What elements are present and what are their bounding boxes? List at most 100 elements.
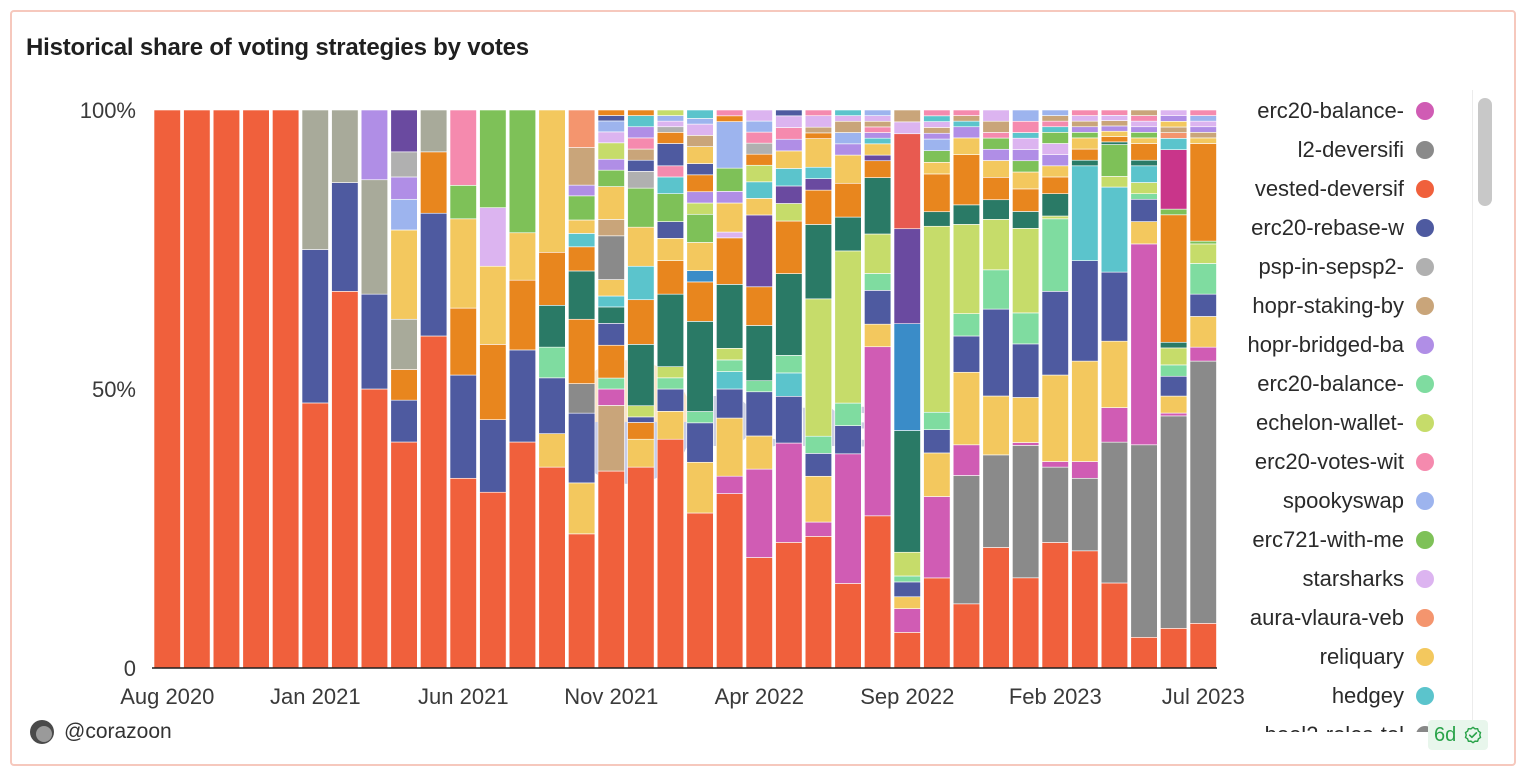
- bar-2021-06[interactable]: [449, 109, 477, 669]
- bar-segment[interactable]: [686, 281, 714, 322]
- bar-segment[interactable]: [1071, 115, 1099, 122]
- bar-segment[interactable]: [508, 349, 537, 443]
- bar-segment[interactable]: [1130, 143, 1158, 161]
- bar-segment[interactable]: [1012, 228, 1040, 314]
- bar-segment[interactable]: [627, 126, 655, 139]
- legend-item[interactable]: vested-deversif: [1212, 176, 1452, 202]
- bar-2021-05[interactable]: [420, 109, 448, 669]
- bar-segment[interactable]: [538, 433, 566, 468]
- bar-segment[interactable]: [1189, 263, 1217, 295]
- bar-segment[interactable]: [834, 120, 862, 133]
- freshness-badge[interactable]: 6d: [1428, 720, 1489, 750]
- bar-segment[interactable]: [804, 224, 833, 300]
- bar-segment[interactable]: [390, 176, 418, 200]
- bar-segment[interactable]: [745, 380, 773, 393]
- bar-segment[interactable]: [864, 515, 892, 669]
- bar-segment[interactable]: [834, 109, 862, 116]
- bar-segment[interactable]: [893, 608, 921, 633]
- bar-segment[interactable]: [686, 191, 714, 204]
- bar-segment[interactable]: [1041, 466, 1069, 543]
- bar-segment[interactable]: [923, 162, 951, 175]
- bar-segment[interactable]: [1100, 115, 1128, 121]
- legend-scrollbar-track[interactable]: [1472, 90, 1497, 730]
- bar-2021-02[interactable]: [331, 109, 359, 669]
- bar-2021-07[interactable]: [479, 109, 507, 669]
- bar-segment[interactable]: [656, 143, 685, 167]
- bar-segment[interactable]: [538, 304, 566, 348]
- bar-segment[interactable]: [360, 388, 389, 669]
- bar-segment[interactable]: [716, 417, 744, 477]
- bar-segment[interactable]: [686, 163, 714, 176]
- bar-segment[interactable]: [597, 279, 625, 297]
- legend-item[interactable]: aura-vlaura-veb: [1212, 605, 1452, 631]
- bar-2023-02[interactable]: [1041, 109, 1069, 669]
- bar-segment[interactable]: [982, 120, 1010, 133]
- bar-segment[interactable]: [982, 137, 1010, 150]
- bar-segment[interactable]: [864, 109, 892, 116]
- bar-segment[interactable]: [982, 199, 1010, 220]
- bar-segment[interactable]: [390, 109, 418, 153]
- bar-segment[interactable]: [864, 132, 892, 139]
- bar-2022-11[interactable]: [952, 109, 981, 669]
- bar-segment[interactable]: [538, 346, 566, 379]
- bar-segment[interactable]: [952, 204, 981, 225]
- bar-segment[interactable]: [804, 115, 833, 128]
- bar-segment[interactable]: [864, 233, 892, 274]
- bar-segment[interactable]: [508, 279, 537, 351]
- bar-2020-12[interactable]: [272, 109, 300, 669]
- bar-2022-09[interactable]: [893, 109, 921, 669]
- bar-segment[interactable]: [1071, 159, 1099, 167]
- bar-segment[interactable]: [568, 147, 596, 186]
- bar-segment[interactable]: [745, 557, 773, 669]
- bar-segment[interactable]: [1012, 137, 1040, 150]
- bar-segment[interactable]: [1071, 120, 1099, 128]
- bar-segment[interactable]: [982, 454, 1010, 548]
- bar-segment[interactable]: [331, 182, 359, 292]
- bar-segment[interactable]: [1160, 149, 1188, 210]
- bar-segment[interactable]: [568, 109, 596, 148]
- bar-segment[interactable]: [686, 321, 714, 412]
- bar-segment[interactable]: [893, 632, 921, 669]
- bar-segment[interactable]: [804, 453, 833, 477]
- bar-segment[interactable]: [1189, 143, 1217, 242]
- bar-segment[interactable]: [656, 366, 685, 379]
- bar-segment[interactable]: [893, 430, 921, 553]
- bar-segment[interactable]: [775, 127, 803, 140]
- bar-segment[interactable]: [686, 461, 714, 514]
- bar-segment[interactable]: [420, 151, 448, 214]
- bar-segment[interactable]: [390, 198, 418, 231]
- bar-segment[interactable]: [864, 126, 892, 133]
- bar-segment[interactable]: [923, 127, 951, 134]
- bar-segment[interactable]: [716, 359, 744, 372]
- bar-segment[interactable]: [1012, 109, 1040, 122]
- bar-segment[interactable]: [390, 151, 418, 178]
- bar-segment[interactable]: [775, 442, 803, 543]
- bar-segment[interactable]: [804, 521, 833, 537]
- bar-segment[interactable]: [893, 133, 921, 230]
- bar-segment[interactable]: [1041, 193, 1069, 217]
- bar-segment[interactable]: [686, 242, 714, 271]
- bar-segment[interactable]: [745, 131, 773, 144]
- bar-segment[interactable]: [952, 224, 981, 314]
- bar-segment[interactable]: [1160, 115, 1188, 122]
- bar-segment[interactable]: [716, 493, 744, 669]
- bar-segment[interactable]: [1071, 126, 1099, 133]
- bar-segment[interactable]: [834, 154, 862, 184]
- bar-segment[interactable]: [1041, 215, 1069, 220]
- bar-segment[interactable]: [923, 109, 951, 117]
- bar-segment[interactable]: [804, 435, 833, 454]
- bar-segment[interactable]: [597, 131, 625, 144]
- bar-segment[interactable]: [568, 482, 596, 535]
- bar-segment[interactable]: [923, 577, 951, 669]
- bar-segment[interactable]: [775, 220, 803, 274]
- bar-segment[interactable]: [1071, 260, 1099, 362]
- bar-segment[interactable]: [1012, 120, 1040, 133]
- bar-segment[interactable]: [331, 109, 359, 183]
- bar-segment[interactable]: [1100, 130, 1128, 137]
- bar-segment[interactable]: [1130, 193, 1158, 200]
- bar-segment[interactable]: [745, 153, 773, 166]
- bar-segment[interactable]: [301, 249, 329, 404]
- bar-segment[interactable]: [1012, 171, 1040, 190]
- bar-segment[interactable]: [804, 536, 833, 669]
- bar-segment[interactable]: [952, 120, 981, 128]
